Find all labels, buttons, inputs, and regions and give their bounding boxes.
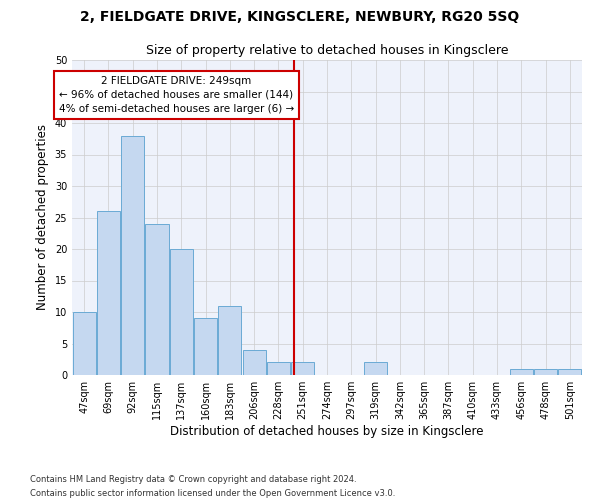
Text: Contains HM Land Registry data © Crown copyright and database right 2024.
Contai: Contains HM Land Registry data © Crown c… xyxy=(30,476,395,498)
X-axis label: Distribution of detached houses by size in Kingsclere: Distribution of detached houses by size … xyxy=(170,425,484,438)
Bar xyxy=(267,362,290,375)
Bar xyxy=(73,312,95,375)
Bar xyxy=(170,249,193,375)
Title: Size of property relative to detached houses in Kingsclere: Size of property relative to detached ho… xyxy=(146,44,508,58)
Y-axis label: Number of detached properties: Number of detached properties xyxy=(36,124,49,310)
Bar xyxy=(364,362,387,375)
Bar xyxy=(97,211,120,375)
Bar xyxy=(291,362,314,375)
Bar xyxy=(194,318,217,375)
Bar xyxy=(121,136,144,375)
Bar xyxy=(534,368,557,375)
Text: 2, FIELDGATE DRIVE, KINGSCLERE, NEWBURY, RG20 5SQ: 2, FIELDGATE DRIVE, KINGSCLERE, NEWBURY,… xyxy=(80,10,520,24)
Bar xyxy=(218,306,241,375)
Bar xyxy=(242,350,266,375)
Bar xyxy=(510,368,533,375)
Bar xyxy=(559,368,581,375)
Text: 2 FIELDGATE DRIVE: 249sqm
← 96% of detached houses are smaller (144)
4% of semi-: 2 FIELDGATE DRIVE: 249sqm ← 96% of detac… xyxy=(59,76,294,114)
Bar xyxy=(145,224,169,375)
